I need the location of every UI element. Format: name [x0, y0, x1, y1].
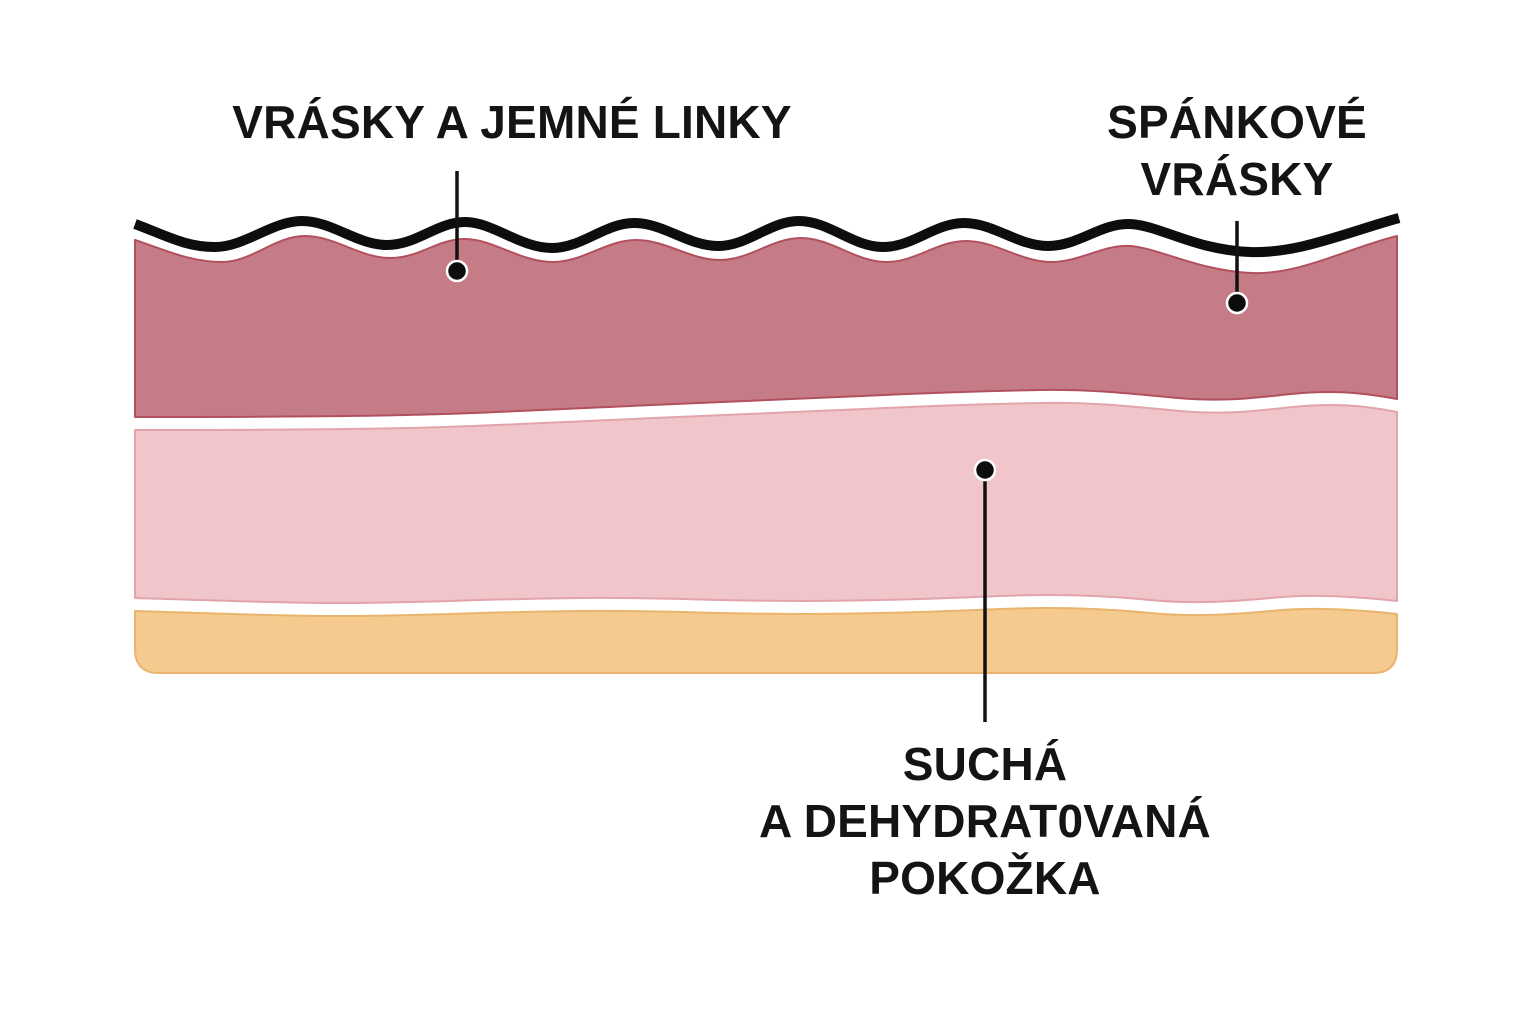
label-dry-dehydrated-skin: SUCHÁ A DEHYDRAT0VANÁ POKOŽKA — [735, 736, 1235, 907]
label-text-line: POKOŽKA — [869, 852, 1101, 904]
skin-layer-bottom — [134, 607, 1398, 674]
label-text-line: VRÁSKY — [1140, 153, 1334, 205]
label-text-line: A DEHYDRAT0VANÁ — [759, 795, 1211, 847]
skin-layer-middle — [134, 401, 1398, 604]
label-text-line: VRÁSKY A JEMNÉ LINKY — [232, 96, 792, 148]
label-sleep-wrinkles: SPÁNKOVÉ VRÁSKY — [1037, 94, 1437, 208]
marker-dot-wrinkles — [445, 259, 469, 283]
label-wrinkles-fine-lines: VRÁSKY A JEMNÉ LINKY — [212, 94, 812, 151]
label-text-line: SPÁNKOVÉ — [1107, 96, 1367, 148]
skin-surface-line — [133, 213, 1401, 258]
skin-layer-top — [134, 235, 1398, 418]
marker-dot-sleep-wrinkles — [1225, 291, 1249, 315]
label-text-line: SUCHÁ — [902, 738, 1068, 790]
marker-dot-dry-skin — [973, 458, 997, 482]
